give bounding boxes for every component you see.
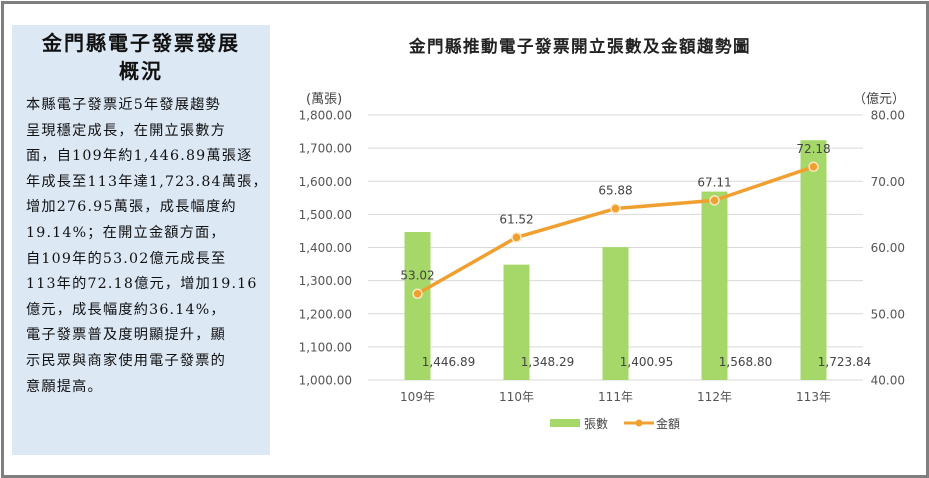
chart-title: 金門縣推動電子發票開立張數及金額趨勢圖 [409, 37, 751, 56]
body-line: 面，自109年約1,446.89萬張逐 [26, 148, 253, 165]
category-label: 113年 [796, 390, 831, 404]
bar-value-label: 1,400.95 [620, 355, 673, 369]
body-line: 億元，成長幅度約36.14%， [26, 301, 226, 318]
body-line: 意願提高。 [26, 378, 103, 395]
line-marker [808, 161, 819, 173]
category-label: 111年 [598, 390, 633, 404]
left-tick-label: 1,400.00 [299, 241, 352, 255]
body-line: 示民眾與商家使用電子發票的 [26, 352, 227, 369]
left-tick-label: 1,300.00 [299, 274, 352, 288]
line-marker [709, 195, 720, 206]
right-axis-unit: （億元） [853, 91, 905, 107]
legend-swatch-bar [550, 419, 580, 427]
legend: 張數 金額 [550, 416, 680, 431]
body-line: 自109年的53.02億元成長至 [26, 250, 227, 267]
category-label: 110年 [499, 390, 534, 404]
panel-title-line-1: 金門縣電子發票發展 [42, 31, 240, 55]
body-line: 本縣電子發票近5年發展趨勢 [26, 97, 221, 113]
body-line: 增加276.95萬張，成長幅度約 [26, 199, 237, 216]
line-value-label: 61.52 [499, 212, 533, 226]
body-line: 呈現穩定成長，在開立張數方 [26, 122, 227, 139]
left-tick-label: 1,700.00 [299, 142, 352, 156]
right-tick-label: 70.00 [871, 175, 905, 189]
line-marker [511, 232, 522, 243]
line-marker [412, 288, 423, 299]
line-value-label: 53.02 [400, 269, 434, 283]
panel-body-text: 本縣電子發票近5年發展趨勢 呈現穩定成長，在開立張數方 面，自109年約1,44… [26, 93, 272, 400]
bar-value-label: 1,348.29 [521, 355, 574, 369]
body-line: 19.14%；在開立金額方面， [26, 224, 226, 241]
left-tick-label: 1,500.00 [299, 208, 352, 222]
bar-series-count [404, 140, 827, 380]
panel-title: 金門縣電子發票發展 概況 [12, 29, 270, 85]
panel-title-line-2: 概況 [119, 59, 163, 83]
bar [602, 247, 629, 380]
legend-label-count: 張數 [584, 417, 608, 431]
bar [701, 191, 728, 380]
category-label: 109年 [400, 390, 435, 404]
bar-value-label: 1,446.89 [422, 355, 475, 369]
line-marker [610, 203, 621, 214]
line-series-amount [412, 161, 819, 299]
left-tick-label: 1,100.00 [299, 340, 352, 354]
line-value-label: 72.18 [796, 142, 830, 156]
left-axis-unit: (萬張) [306, 92, 342, 107]
legend-marker [635, 419, 643, 427]
line-value-label: 67.11 [697, 175, 731, 189]
right-tick-label: 50.00 [871, 307, 905, 321]
left-tick-label: 1,600.00 [299, 175, 352, 189]
right-tick-label: 80.00 [871, 109, 905, 123]
data-labels: 1,446.89 1,348.29 1,400.95 1,568.80 1,723.84… [400, 142, 871, 369]
body-line: 年成長至113年達1,723.84萬張， [26, 173, 268, 190]
left-tick-label: 1,000.00 [299, 374, 352, 388]
bar-value-label: 1,568.80 [719, 355, 772, 369]
bar-value-label: 1,723.84 [818, 355, 871, 369]
left-tick-label: 1,200.00 [299, 307, 352, 321]
summary-panel: 金門縣電子發票發展 概況 本縣電子發票近5年發展趨勢 呈現穩定成長，在開立張數方… [12, 25, 270, 455]
bar [503, 264, 530, 380]
bar [800, 140, 827, 380]
right-tick-label: 40.00 [871, 374, 905, 388]
left-tick-label: 1,800.00 [299, 109, 352, 123]
bar [404, 231, 431, 380]
line-value-label: 65.88 [598, 184, 632, 198]
body-line: 113年的72.18億元，增加19.16 [26, 276, 258, 293]
category-label: 112年 [697, 390, 732, 404]
legend-label-amount: 金額 [656, 416, 680, 431]
axes: 1,000.00 1,100.00 1,200.00 1,300.00 1,400.00… [299, 109, 905, 405]
body-line: 電子發票普及度明顯提升，顯 [26, 327, 227, 344]
right-tick-label: 60.00 [871, 241, 905, 255]
